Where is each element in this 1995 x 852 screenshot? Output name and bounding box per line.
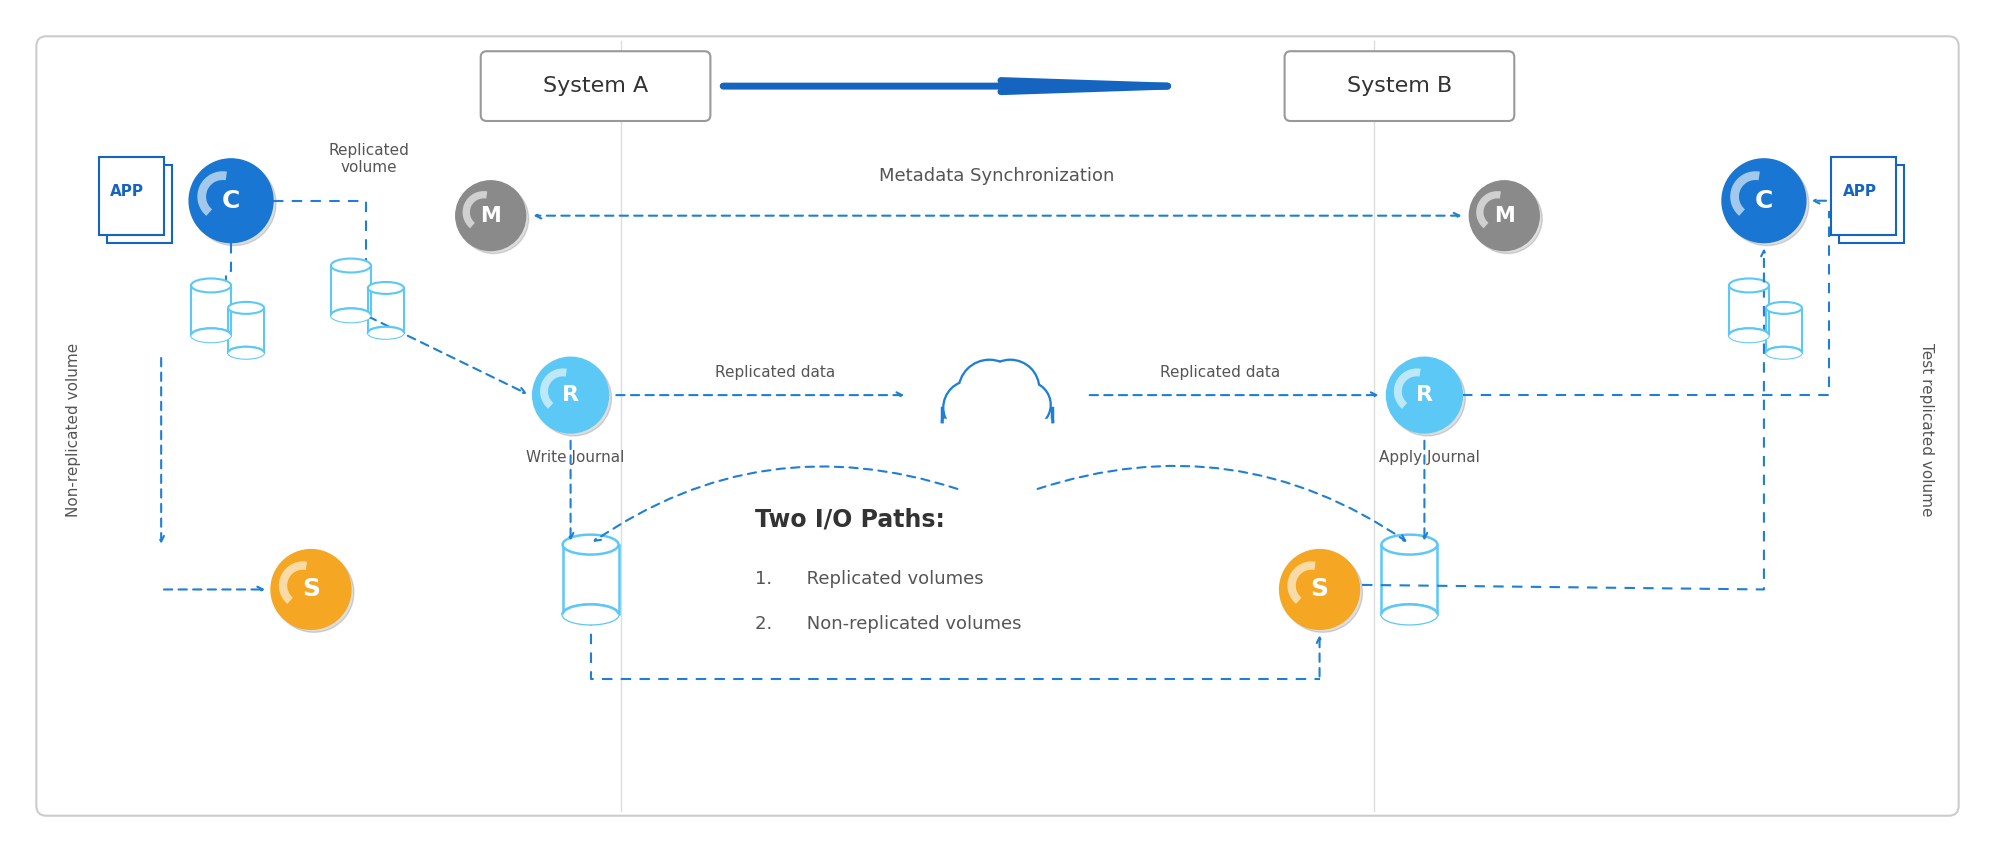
FancyBboxPatch shape bbox=[481, 51, 710, 121]
Ellipse shape bbox=[227, 302, 263, 314]
Circle shape bbox=[960, 360, 1019, 421]
Bar bbox=[192, 285, 231, 336]
Ellipse shape bbox=[227, 347, 263, 359]
Ellipse shape bbox=[1381, 604, 1436, 625]
Bar bbox=[942, 419, 1051, 457]
Text: Non-replicated volume: Non-replicated volume bbox=[66, 343, 80, 517]
Text: S: S bbox=[1311, 578, 1329, 602]
Text: M: M bbox=[481, 205, 501, 226]
FancyBboxPatch shape bbox=[1285, 51, 1514, 121]
Ellipse shape bbox=[192, 328, 231, 343]
Bar bbox=[1839, 164, 1905, 243]
Ellipse shape bbox=[1766, 347, 1801, 359]
Text: Write Journal: Write Journal bbox=[527, 451, 624, 465]
Circle shape bbox=[1726, 162, 1809, 245]
Ellipse shape bbox=[331, 308, 371, 322]
Circle shape bbox=[535, 360, 612, 436]
Circle shape bbox=[974, 391, 1019, 438]
Ellipse shape bbox=[1381, 604, 1436, 625]
Bar bbox=[1730, 285, 1770, 336]
Ellipse shape bbox=[192, 328, 231, 343]
Ellipse shape bbox=[563, 604, 618, 625]
Ellipse shape bbox=[227, 347, 263, 359]
Circle shape bbox=[972, 389, 1021, 439]
Ellipse shape bbox=[367, 327, 403, 339]
Text: APP: APP bbox=[110, 184, 144, 199]
Text: System A: System A bbox=[543, 76, 648, 96]
Circle shape bbox=[459, 184, 529, 254]
Bar bbox=[100, 157, 164, 234]
Text: Replicated data: Replicated data bbox=[714, 365, 836, 380]
Ellipse shape bbox=[563, 535, 618, 555]
Text: APP: APP bbox=[1843, 184, 1877, 199]
Circle shape bbox=[946, 383, 996, 433]
Circle shape bbox=[982, 360, 1039, 417]
Bar bbox=[331, 266, 371, 315]
Bar bbox=[108, 164, 172, 243]
Text: 1.      Replicated volumes: 1. Replicated volumes bbox=[756, 571, 984, 589]
Text: S: S bbox=[301, 578, 319, 602]
Ellipse shape bbox=[331, 258, 371, 273]
Ellipse shape bbox=[1730, 328, 1770, 343]
Circle shape bbox=[1279, 550, 1359, 630]
Text: Test replicated volume: Test replicated volume bbox=[1919, 343, 1935, 516]
Ellipse shape bbox=[1730, 279, 1770, 292]
Ellipse shape bbox=[192, 279, 231, 292]
Text: C: C bbox=[221, 189, 239, 213]
Circle shape bbox=[273, 553, 353, 632]
Circle shape bbox=[533, 357, 608, 433]
Ellipse shape bbox=[563, 604, 618, 625]
Circle shape bbox=[192, 162, 275, 245]
Bar bbox=[227, 308, 263, 353]
Text: R: R bbox=[1416, 385, 1432, 405]
Text: 2.      Non-replicated volumes: 2. Non-replicated volumes bbox=[756, 615, 1021, 633]
Bar bbox=[367, 288, 403, 333]
Ellipse shape bbox=[1381, 535, 1436, 555]
Text: Two I/O Paths:: Two I/O Paths: bbox=[756, 508, 946, 532]
Text: R: R bbox=[563, 385, 579, 405]
Text: Metadata Synchronization: Metadata Synchronization bbox=[880, 167, 1115, 185]
Ellipse shape bbox=[367, 327, 403, 339]
Ellipse shape bbox=[331, 308, 371, 322]
Circle shape bbox=[1472, 184, 1542, 254]
FancyBboxPatch shape bbox=[36, 37, 1959, 815]
Ellipse shape bbox=[1766, 302, 1801, 314]
Circle shape bbox=[1470, 181, 1540, 250]
Text: Replicated data: Replicated data bbox=[1159, 365, 1281, 380]
Ellipse shape bbox=[1766, 347, 1801, 359]
Text: C: C bbox=[1756, 189, 1774, 213]
Bar bbox=[944, 419, 1049, 455]
Circle shape bbox=[1005, 383, 1049, 426]
Circle shape bbox=[1387, 357, 1462, 433]
Circle shape bbox=[1283, 553, 1363, 632]
Bar bbox=[563, 544, 618, 614]
Text: M: M bbox=[1494, 205, 1514, 226]
Ellipse shape bbox=[367, 282, 403, 294]
Text: Apply Journal: Apply Journal bbox=[1379, 451, 1480, 465]
Circle shape bbox=[190, 158, 273, 243]
Bar bbox=[1766, 308, 1801, 353]
Circle shape bbox=[944, 381, 998, 435]
Circle shape bbox=[455, 181, 525, 250]
Circle shape bbox=[1005, 382, 1049, 428]
Text: System B: System B bbox=[1347, 76, 1452, 96]
Circle shape bbox=[984, 361, 1037, 416]
Ellipse shape bbox=[1730, 328, 1770, 343]
Bar bbox=[1381, 544, 1436, 614]
Bar bbox=[1831, 157, 1895, 234]
Circle shape bbox=[960, 361, 1019, 420]
Text: Replicated
volume: Replicated volume bbox=[329, 142, 409, 175]
Circle shape bbox=[1389, 360, 1466, 436]
Circle shape bbox=[1722, 158, 1805, 243]
Circle shape bbox=[271, 550, 351, 630]
